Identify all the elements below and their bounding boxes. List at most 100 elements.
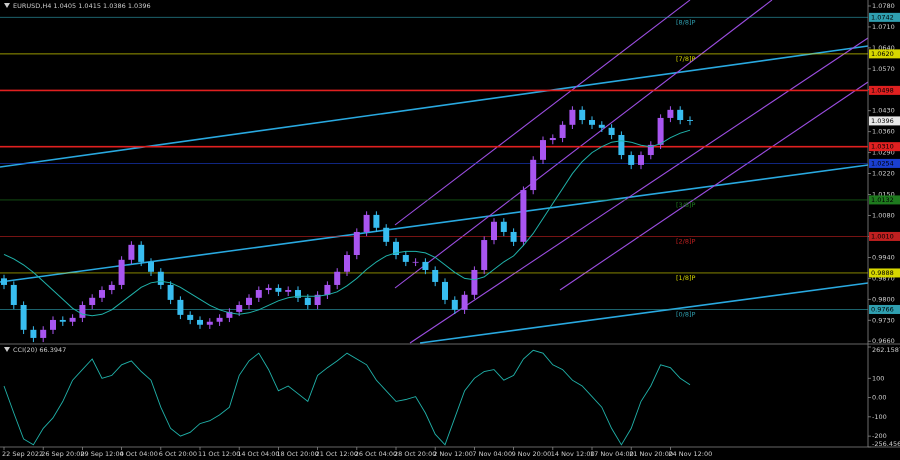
x-tick-label: 26 Sep 20:00	[41, 450, 84, 458]
candle-body	[412, 261, 419, 263]
candle-body	[304, 297, 311, 305]
candle-body	[579, 109, 586, 121]
level-name: [8/8]P	[676, 18, 696, 26]
cci-line	[3, 349, 691, 446]
x-tick-label: 17 Nov 04:00	[590, 450, 634, 458]
current-price-label: 1.0396	[871, 117, 894, 125]
candle-body	[451, 299, 458, 310]
x-tick-label: 18 Oct 20:00	[276, 450, 318, 458]
candle-body	[500, 221, 507, 232]
level-price-box	[869, 304, 900, 314]
candle-body	[138, 244, 145, 262]
candle-body	[569, 109, 576, 125]
level-name: [3/8]P	[676, 201, 696, 209]
candle-body	[677, 109, 684, 121]
candle-body	[618, 134, 625, 156]
candle-body	[510, 231, 517, 242]
indicator-title: CCI(20) 66.3947	[13, 346, 66, 354]
level-price-box	[869, 158, 900, 168]
level-price-box	[869, 49, 900, 59]
candle-body	[471, 269, 478, 295]
x-tick-label: 11 Oct 12:00	[198, 450, 240, 458]
x-tick-label: 28 Oct 20:00	[394, 450, 436, 458]
candle-body	[432, 269, 439, 282]
candle-body	[373, 214, 380, 228]
candle-body	[285, 290, 292, 292]
candle-body	[402, 255, 409, 262]
x-tick-label: 29 Sep 12:00	[80, 450, 123, 458]
level-price-label: 1.0620	[871, 50, 894, 58]
candle-body	[520, 190, 527, 242]
candle-body	[589, 120, 595, 125]
candle-body	[216, 317, 223, 322]
candle-body	[334, 271, 341, 285]
trend-line	[419, 282, 869, 344]
candle-body	[608, 127, 615, 135]
candle-body	[657, 117, 664, 145]
candle-body	[275, 287, 282, 292]
x-tick-label: 14 Oct 04:00	[237, 450, 279, 458]
x-tick-label: 7 Nov 04:00	[472, 450, 512, 458]
y-tick-label: 1.0780	[872, 2, 895, 10]
candle-body	[638, 155, 644, 165]
level-price-box	[869, 142, 900, 152]
candle-body	[491, 221, 497, 241]
level-price-label: 1.0498	[871, 86, 894, 94]
channel-line	[409, 37, 869, 344]
candle-body	[383, 227, 390, 242]
cci-tick-label: -256.456	[872, 440, 900, 448]
x-tick-label: 14 Nov 12:00	[551, 450, 595, 458]
candle-body	[549, 137, 556, 141]
y-tick-label: 1.0080	[872, 211, 895, 219]
candle-body	[99, 290, 105, 298]
y-tick-label: 1.0710	[872, 23, 895, 31]
level-price-box	[869, 12, 900, 22]
candle-body	[628, 155, 635, 165]
x-tick-label: 9 Nov 20:00	[512, 450, 552, 458]
y-tick-label: 0.9940	[872, 253, 895, 261]
indicator-icon	[4, 347, 10, 352]
level-price-box	[869, 85, 900, 95]
candle-body	[30, 329, 37, 338]
title-icon	[4, 3, 10, 8]
y-tick-label: 0.9660	[872, 337, 895, 345]
candle-body	[393, 241, 399, 256]
level-price-label: 1.0132	[871, 196, 894, 204]
cci-tick-label: -200	[872, 432, 887, 440]
level-price-label: 1.0254	[871, 159, 894, 167]
cci-tick-label: 100	[872, 374, 884, 382]
candle-body	[50, 319, 56, 330]
y-tick-label: 0.9730	[872, 316, 895, 324]
channel-line	[394, 0, 773, 289]
x-tick-label: 26 Oct 04:00	[355, 450, 397, 458]
candle-body	[197, 319, 203, 325]
channel-line	[559, 81, 869, 291]
candle-body	[236, 304, 243, 312]
candle-body	[20, 304, 27, 330]
candle-body	[481, 240, 488, 270]
candle-body	[40, 329, 47, 338]
level-price-label: 1.0010	[871, 232, 894, 240]
candle-body	[324, 284, 331, 295]
level-name: [1/8]P	[676, 274, 696, 282]
candle-body	[255, 290, 262, 298]
level-price-label: 0.9766	[871, 305, 894, 313]
candle-body	[559, 124, 566, 138]
candle-body	[108, 284, 115, 291]
candle-body	[314, 294, 321, 305]
candle-body	[647, 144, 654, 156]
candle-body	[363, 214, 370, 232]
candle-body	[353, 231, 360, 256]
candle-body	[598, 124, 605, 128]
y-tick-label: 1.0570	[872, 65, 895, 73]
candle-body	[167, 284, 174, 300]
candle-body	[246, 297, 252, 305]
trend-line	[0, 164, 869, 283]
x-tick-label: 24 Nov 12:00	[668, 450, 712, 458]
candle-body	[540, 140, 546, 160]
level-price-box	[869, 231, 900, 241]
moving-average	[3, 129, 691, 317]
candle-body	[687, 120, 693, 121]
y-tick-label: 1.0430	[872, 107, 895, 115]
x-tick-label: 22 Sep 2022	[2, 450, 43, 458]
